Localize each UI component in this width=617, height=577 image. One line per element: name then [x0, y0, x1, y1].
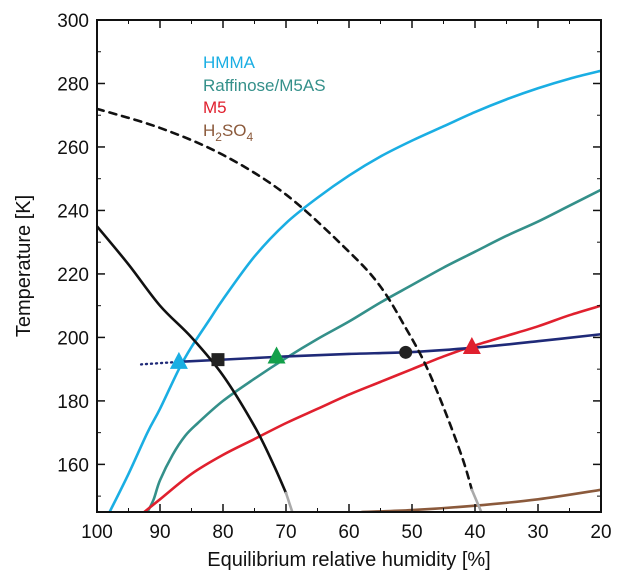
marker-circle-3 [399, 345, 413, 359]
marker-triangle-4 [462, 336, 481, 354]
series-line-0 [108, 69, 601, 512]
y-tick-label: 280 [57, 74, 89, 95]
y-tick-label: 160 [57, 455, 89, 476]
y-tick-label: 200 [57, 328, 89, 349]
series-line-6 [97, 225, 288, 495]
y-tick-label: 260 [57, 138, 89, 159]
legend-h2so4-mid: SO [222, 121, 247, 140]
x-axis-title: Equilibrium relative humidity [%] [207, 549, 490, 571]
legend-item-h2so4: H2SO4 [203, 121, 254, 144]
x-tick-label: 40 [464, 522, 485, 543]
x-tick-label: 80 [212, 522, 233, 543]
series-line-4 [177, 332, 601, 364]
series-line-9 [470, 488, 483, 512]
legend-item-raffinose: Raffinose/M5AS [203, 76, 326, 95]
y-tick-label: 300 [57, 11, 89, 32]
series-line-1 [146, 188, 601, 512]
marker-triangle-2 [267, 346, 286, 364]
x-tick-label: 70 [275, 522, 296, 543]
y-axis-title: Temperature [K] [13, 195, 35, 337]
x-tick-label: 60 [338, 522, 359, 543]
x-tick-label: 30 [527, 522, 548, 543]
legend-h2so4-h: H [203, 121, 215, 140]
markers-layer [169, 336, 481, 369]
x-tick-label: 50 [401, 522, 422, 543]
legend-item-hmma: HMMA [203, 53, 256, 72]
series-line-2 [142, 304, 601, 512]
y-tick-label: 240 [57, 201, 89, 222]
series-line-7 [284, 491, 294, 512]
legend-h2so4-sub1: 2 [215, 130, 222, 144]
x-tick-label: 20 [590, 522, 611, 543]
legend-item-m5: M5 [203, 98, 227, 117]
marker-square-1 [211, 353, 225, 367]
x-tick-label: 90 [149, 522, 170, 543]
legend-h2so4-sub2: 4 [247, 130, 254, 144]
axes-layer: 100 90 80 70 60 50 40 30 20 160 180 200 220 240 260 280… [57, 11, 611, 543]
series-line-8 [97, 107, 474, 492]
marker-triangle-0 [169, 351, 188, 369]
series-line-3 [360, 488, 601, 512]
series-layer [97, 69, 601, 512]
legend: HMMA Raffinose/M5AS M5 H2SO4 [203, 53, 326, 144]
y-tick-label: 180 [57, 392, 89, 413]
y-tick-label: 220 [57, 265, 89, 286]
x-tick-label: 100 [81, 522, 113, 543]
